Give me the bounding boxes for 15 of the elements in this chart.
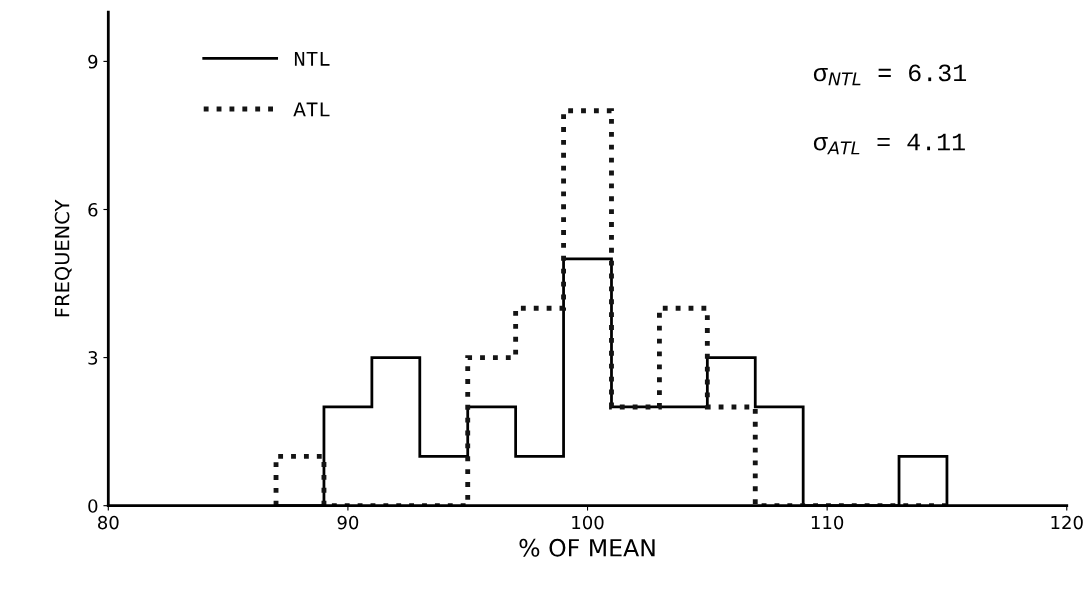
- y-tick-label: 9: [88, 54, 98, 69]
- y-axis-title: FREQUENCY: [54, 199, 72, 317]
- x-tick-label: 80: [98, 515, 119, 530]
- x-tick-label: 120: [1051, 515, 1083, 530]
- x-tick-label: 110: [811, 515, 844, 530]
- y-tick-label: 3: [88, 351, 98, 365]
- annotation: σ$_{NTL}$ = 6.31: [813, 64, 967, 86]
- legend-label: ATL: [293, 102, 330, 117]
- x-tick-label: 90: [337, 515, 359, 530]
- legend-label: NTL: [294, 51, 330, 66]
- y-tick-label: 0: [88, 499, 98, 513]
- x-tick-label: 100: [572, 515, 604, 530]
- x-axis-title: % OF MEAN: [519, 538, 655, 557]
- annotation: σ$_{ATL}$ = 4.11: [813, 133, 965, 155]
- y-tick-label: 6: [88, 202, 98, 217]
